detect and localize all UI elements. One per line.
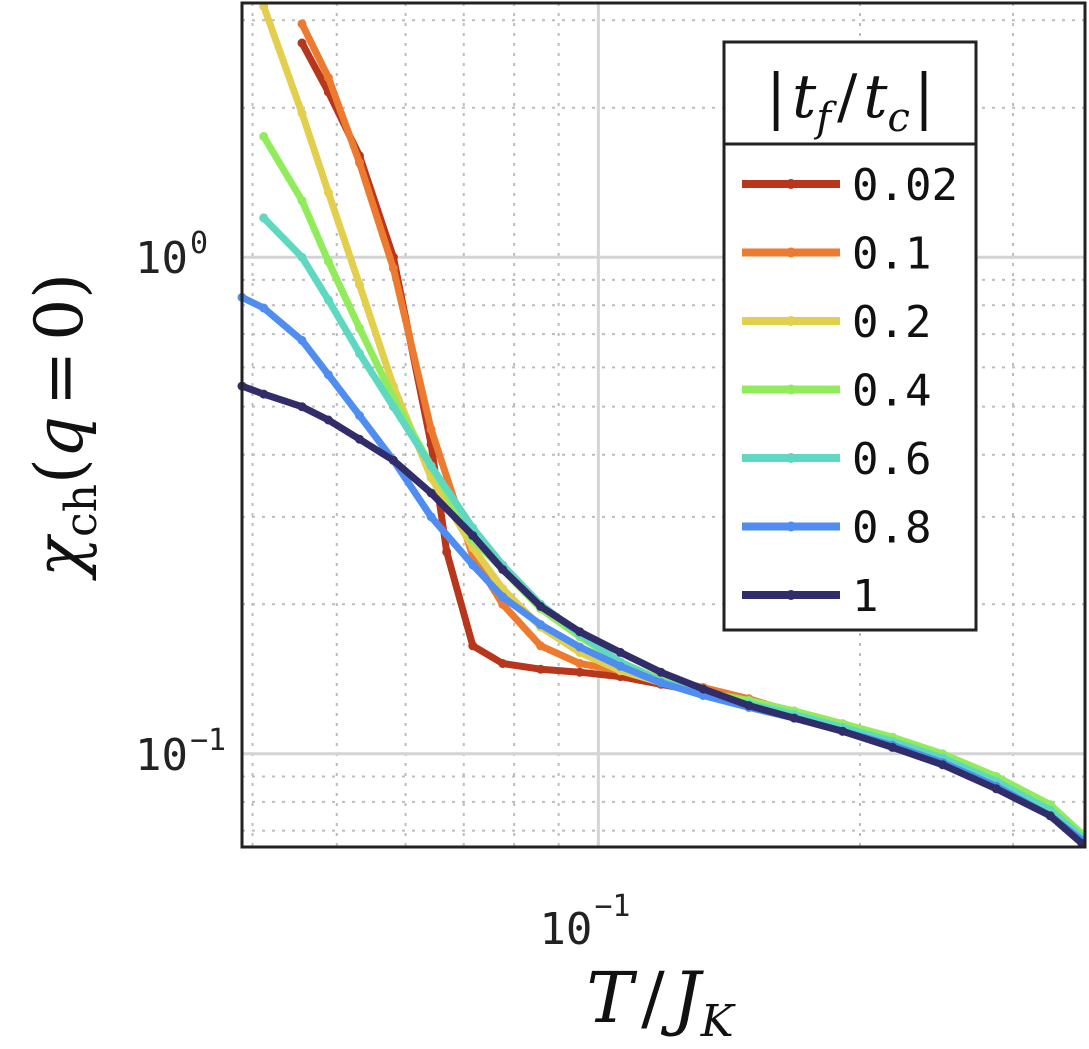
data-point	[297, 252, 307, 262]
legend-entries: 0.02 0.1 0.2 0.4 0.6 0.8 1	[742, 160, 958, 622]
data-point	[468, 641, 478, 651]
legend-marker	[786, 521, 796, 532]
data-point	[297, 108, 307, 118]
series-line-1	[238, 382, 1086, 847]
data-point	[468, 560, 478, 570]
data-point	[656, 667, 666, 677]
data-point	[323, 370, 333, 380]
data-point	[323, 73, 333, 83]
data-point	[297, 19, 307, 29]
data-point	[426, 488, 436, 498]
data-point	[498, 592, 508, 602]
data-point	[498, 565, 508, 574]
data-point	[297, 335, 307, 345]
data-point	[656, 678, 666, 688]
data-point	[442, 547, 452, 557]
data-point	[355, 280, 364, 290]
data-point	[575, 667, 585, 677]
data-point	[355, 411, 364, 420]
data-point	[498, 659, 508, 668]
legend-label: 0.6	[852, 434, 931, 485]
y-tick-label: 10	[135, 730, 188, 781]
data-point	[259, 389, 269, 399]
legend-label: 0.2	[852, 297, 931, 348]
data-point	[323, 415, 333, 425]
data-point	[259, 132, 269, 141]
data-point	[388, 263, 398, 273]
legend-label: 0.4	[852, 366, 931, 417]
data-point	[838, 726, 848, 736]
y-tick-exponent: 0	[190, 226, 208, 261]
data-point	[575, 627, 585, 637]
data-point	[575, 659, 585, 668]
data-point	[388, 402, 398, 412]
legend-marker	[786, 247, 796, 258]
data-point	[426, 461, 436, 471]
data-point	[355, 323, 364, 333]
legend-label: 0.02	[852, 160, 958, 211]
legend-marker	[786, 384, 796, 395]
data-point	[259, 213, 269, 223]
data-point	[323, 295, 333, 305]
legend-box	[722, 40, 978, 632]
x-tick-label: 10	[539, 904, 592, 955]
data-point	[355, 434, 364, 444]
data-point	[323, 188, 333, 197]
data-point	[698, 684, 708, 694]
y-tick-exponent: −1	[190, 723, 226, 758]
data-point	[259, 303, 269, 313]
data-point	[575, 642, 585, 652]
legend-marker	[786, 590, 796, 600]
x-axis-label: T / JK	[586, 957, 735, 1047]
data-point	[536, 601, 546, 611]
data-point	[536, 620, 546, 630]
data-point	[536, 664, 546, 674]
data-point	[297, 38, 307, 48]
data-point	[426, 512, 436, 522]
legend: | tf / tc| 0.02 0.1 0.2 0.4 0.6 0.8 1	[722, 40, 978, 632]
data-point	[536, 641, 546, 651]
data-point	[938, 760, 948, 770]
data-point	[297, 402, 307, 412]
legend-title: | tf / tc|	[766, 62, 934, 141]
y-tick-label: 10	[135, 233, 188, 284]
tick-layer: 10 −110 010 −1	[135, 226, 630, 955]
data-point	[468, 531, 478, 541]
data-point	[297, 196, 307, 206]
y-axis-label: χch(q=0)	[21, 273, 107, 581]
data-point	[1045, 811, 1055, 821]
legend-marker	[786, 179, 796, 189]
legend-marker	[786, 316, 796, 326]
legend-label: 0.1	[852, 229, 931, 280]
data-point	[426, 424, 436, 434]
data-point	[388, 455, 398, 465]
data-point	[615, 647, 625, 657]
plot-frame	[240, 1, 1087, 849]
data-point	[888, 742, 897, 752]
data-point	[355, 348, 364, 358]
data-point	[744, 701, 754, 711]
legend-label: 1	[852, 571, 879, 622]
data-point	[323, 257, 333, 266]
legend-marker	[786, 453, 796, 463]
data-point	[789, 713, 799, 723]
legend-label: 0.8	[852, 503, 931, 554]
data-point	[615, 661, 625, 671]
data-point	[355, 158, 364, 168]
x-tick-exponent: −1	[594, 889, 630, 924]
data-point	[991, 784, 1001, 794]
series-layer	[237, 1, 1087, 848]
